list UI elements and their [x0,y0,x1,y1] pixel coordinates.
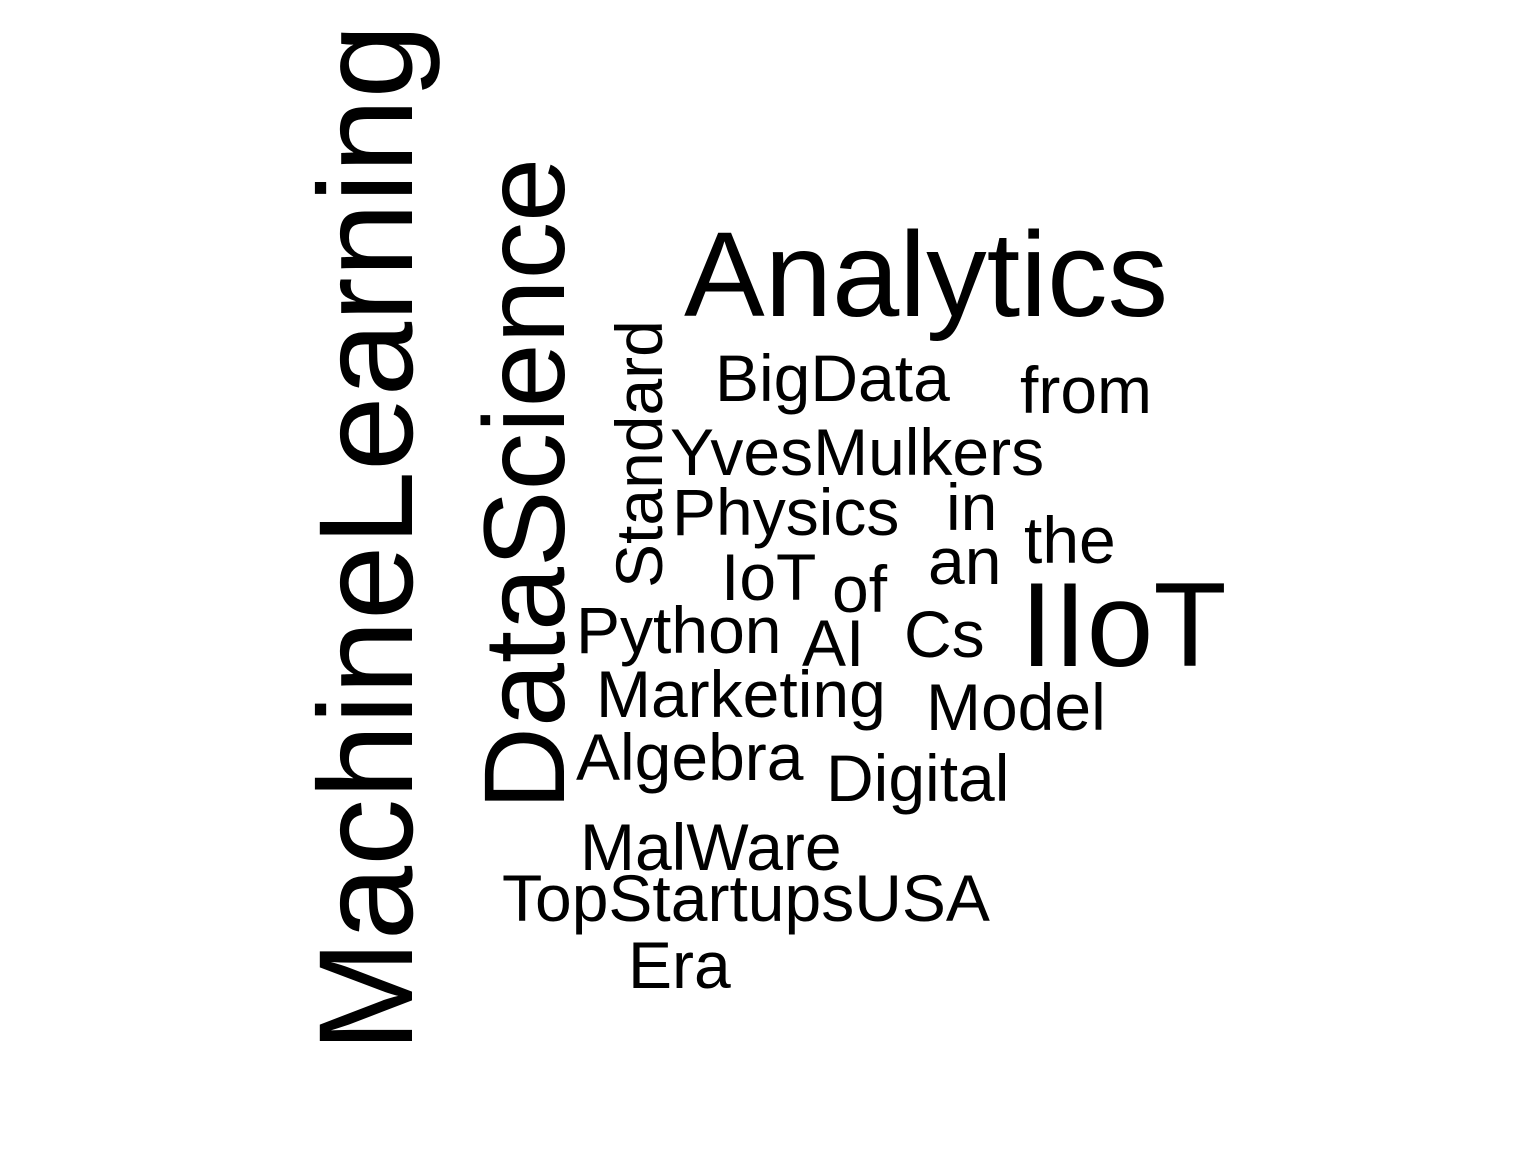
word-the: the [1024,503,1116,577]
word-physics: Physics [672,475,900,549]
word-algebra: Algebra [576,720,804,794]
word-yves-mulkers: YvesMulkers [670,415,1045,489]
word-model: Model [926,670,1106,744]
word-standard: Standard [602,320,676,588]
word-of: of [832,552,888,626]
word-malware: MalWare [580,810,842,884]
word-analytics: Analytics [684,206,1169,342]
word-bigdata: BigData [715,341,950,415]
word-era: Era [628,928,731,1002]
word-iiot: IIoT [1020,558,1227,692]
word-an: an [928,524,1002,598]
word-data-science: DataScience [461,157,589,810]
word-digital: Digital [826,741,1010,815]
word-top-startups-usa: TopStartupsUSA [502,861,990,935]
word-ai: AI [802,606,865,680]
word-cs: Cs [904,597,985,671]
word-python: Python [576,593,782,667]
word-marketing: Marketing [596,657,886,731]
word-in: in [946,470,998,544]
word-from: from [1020,353,1152,427]
word-machine-learning: MachineLearning [292,23,441,1052]
word-iot: IoT [721,540,817,614]
